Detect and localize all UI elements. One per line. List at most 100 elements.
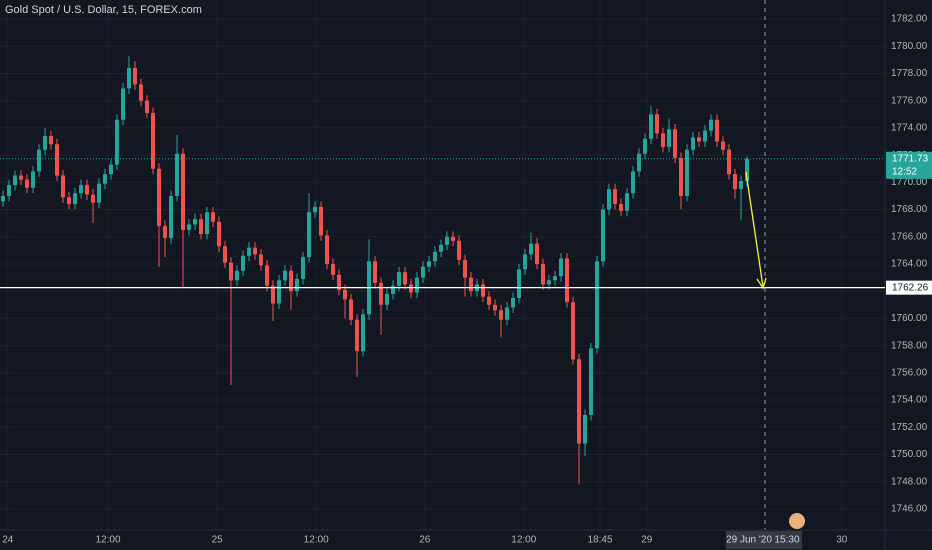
candle-body [97,183,101,203]
candle-body [457,240,461,260]
candle-body [655,114,659,134]
y-tick-label: 1774.00 [891,123,928,134]
candle-body [55,144,59,176]
y-tick-label: 1748.00 [891,476,928,487]
x-tick-label: 12:00 [95,535,120,546]
candle-body [1,195,5,202]
candle-body [565,258,569,303]
candle-body [415,277,419,293]
candle-body [589,348,593,416]
candle-body [523,254,527,270]
candle-body [439,244,443,252]
candle-body [571,302,575,360]
candle-body [433,251,437,262]
candle-body [505,307,509,320]
candle-body [205,212,209,235]
candle-body [481,284,485,297]
candle-body [625,193,629,211]
candle-body [619,204,623,211]
candle-body [451,236,455,241]
candle-body [277,280,281,304]
candle-body [601,209,605,262]
candle-body [25,179,29,188]
candle-body [427,261,431,267]
candle-body [607,189,611,210]
candle-body [19,175,23,180]
candle-body [337,274,341,290]
candle-body [691,137,695,150]
candle-body [253,247,257,255]
candle-body [379,283,383,305]
candle-body [217,221,221,247]
candle-body [397,272,401,286]
candle-body [679,157,683,196]
candle-body [211,212,215,222]
candle-body [157,168,161,226]
y-tick-label: 1776.00 [891,95,928,106]
candle-body [493,304,497,311]
axes: 1746.00 1748.00 1750.00 1752.00 1754.00 1756.… [0,14,932,546]
y-tick-label: 1770.00 [891,177,928,188]
x-tick-label: 29 [641,535,653,546]
candle-body [577,359,581,444]
x-tick-label: 30 [836,535,848,546]
horizontal-level-box [886,280,932,295]
candle-body [535,243,539,264]
candle-body [445,236,449,245]
candle-body [325,235,329,264]
candle-body [355,319,359,352]
candle-body [163,225,167,239]
countdown-label: 12:52 [892,166,917,177]
arrow-line [745,171,764,288]
candle-body [235,270,239,281]
y-tick-label: 1752.00 [891,422,928,433]
y-tick-label: 1778.00 [891,68,928,79]
candle-body [541,263,545,285]
chart-title: Gold Spot / U.S. Dollar, 15, FOREX.com [5,4,202,16]
grid [0,0,885,530]
x-tick-label: 26 [419,535,431,546]
candle-body [643,138,647,154]
badge-icon[interactable] [789,513,805,529]
candle-body [697,137,701,142]
candle-body [85,185,89,195]
candle-body [709,119,713,131]
candle-body [265,265,269,286]
candle-body [487,296,491,305]
candle-body [391,285,395,294]
candle-body [685,149,689,196]
candle-body [385,293,389,305]
candle-body [583,415,587,444]
y-tick-label: 1764.00 [891,259,928,270]
candle-body [79,185,83,194]
candle-body [661,133,665,147]
candle-body [715,119,719,142]
candle-body [271,285,275,304]
y-tick-label: 1756.00 [891,367,928,378]
last-price-box [886,151,932,179]
candle-body [343,289,347,300]
candle-body [295,278,299,292]
y-tick-label: 1754.00 [891,395,928,406]
x-tick-label: 18:45 [587,535,612,546]
candle-body [103,174,107,184]
crosshair-date-box [726,531,772,549]
crosshair-time-box [772,531,802,549]
candle-body [175,153,179,196]
crosshair-time: 15:30 [774,535,799,546]
candle-body [421,266,425,278]
y-tick-label: 1746.00 [891,504,928,515]
y-tick-label: 1768.00 [891,204,928,215]
crosshair-date: 29 Jun '20 [726,535,772,546]
candle-body [187,224,191,230]
candle-body [511,297,515,308]
candle-body [613,189,617,205]
candle-body [121,88,125,120]
candle-body [169,195,173,239]
candle-body [547,280,551,285]
candle-body [109,164,113,175]
y-tick-label: 1750.00 [891,449,928,460]
candle-body [553,276,557,281]
candles [1,55,749,485]
last-price-label: 1771.73 [892,153,929,164]
